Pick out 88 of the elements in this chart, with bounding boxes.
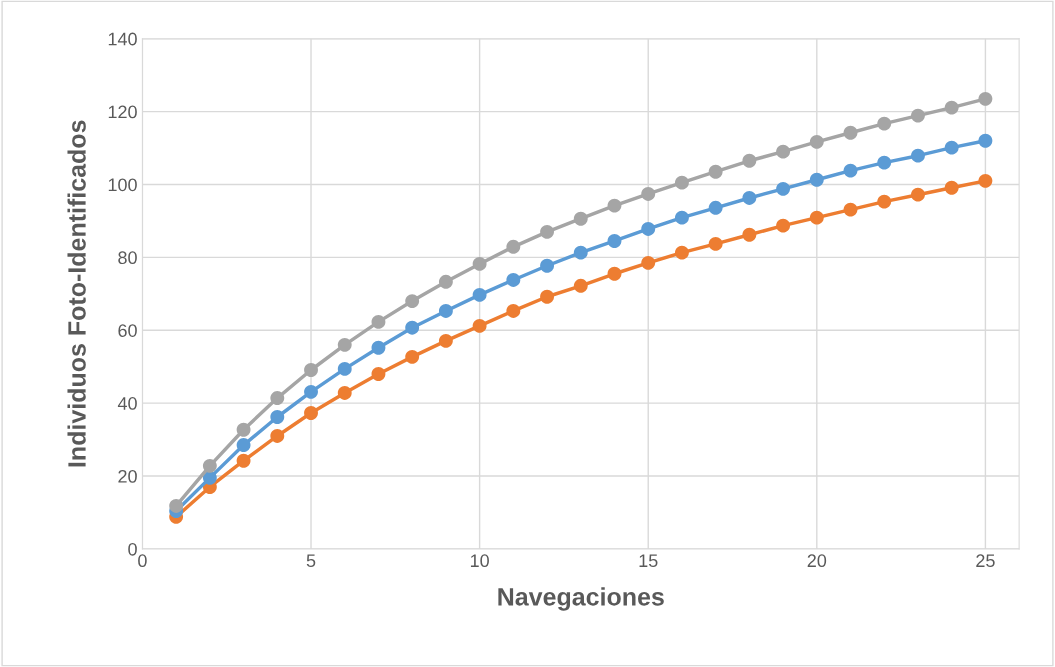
point [708, 164, 723, 179]
point [540, 224, 554, 239]
point [843, 163, 858, 178]
x-tick-label: 25 [976, 554, 995, 568]
point [674, 245, 689, 260]
point [405, 320, 420, 335]
point [776, 144, 791, 159]
point [506, 304, 521, 318]
point [438, 304, 453, 318]
point [944, 100, 959, 115]
point [809, 210, 824, 225]
point [540, 289, 554, 304]
y-tick-label: 0 [128, 542, 137, 556]
point [877, 155, 892, 170]
point [877, 194, 892, 209]
point [708, 200, 723, 215]
point [472, 287, 487, 302]
point [911, 148, 925, 163]
point [540, 258, 554, 273]
point [573, 211, 588, 226]
point [304, 363, 318, 377]
point [236, 453, 251, 468]
point [944, 180, 959, 195]
point [978, 173, 993, 188]
point [742, 191, 757, 205]
point [506, 239, 521, 254]
point [169, 498, 184, 513]
point [843, 202, 858, 217]
point [742, 227, 757, 242]
point [843, 125, 858, 140]
point [944, 140, 959, 155]
x-tick-label: 20 [807, 554, 827, 568]
point [270, 429, 285, 443]
point [236, 438, 251, 453]
point [337, 337, 352, 352]
point [371, 314, 386, 329]
point [371, 367, 386, 381]
point [674, 210, 689, 225]
x-tick-label: 0 [138, 554, 147, 568]
point [202, 458, 217, 473]
y-tick-label: 100 [108, 178, 137, 192]
y-tick-label: 80 [118, 251, 137, 265]
y-tick-label: 60 [118, 324, 137, 337]
point [978, 133, 993, 148]
point [978, 91, 993, 106]
point [371, 340, 386, 355]
point [708, 236, 723, 251]
point [337, 386, 352, 400]
point [742, 153, 757, 168]
point [472, 256, 487, 271]
point [270, 391, 285, 405]
point [270, 410, 285, 424]
point [641, 187, 656, 201]
point [911, 187, 925, 202]
point [337, 361, 352, 376]
y-tick-label: 140 [108, 32, 137, 46]
point [641, 221, 656, 236]
point [809, 134, 824, 149]
y-tick-label: 20 [118, 469, 137, 483]
point [776, 181, 791, 196]
point [573, 278, 588, 293]
point [438, 274, 453, 289]
point [776, 218, 791, 233]
x-tick-label: 10 [470, 554, 489, 568]
point [607, 198, 622, 213]
point [809, 172, 824, 187]
point [304, 384, 318, 399]
point [438, 333, 453, 348]
point [573, 245, 588, 260]
point [202, 470, 217, 485]
x-axis-title: Navegaciones [498, 587, 664, 611]
x-tick-label: 5 [306, 554, 316, 568]
point [607, 266, 622, 281]
point [674, 175, 689, 190]
point [877, 116, 892, 131]
point [506, 273, 521, 287]
point [472, 318, 487, 333]
y-tick-label: 40 [117, 397, 137, 410]
point [304, 406, 318, 420]
point [641, 255, 656, 270]
point [607, 234, 622, 248]
y-tick-label: 120 [108, 105, 137, 119]
point [236, 422, 251, 437]
y-axis-title: Individuos Foto-Identificados [67, 120, 86, 467]
point [405, 294, 420, 309]
x-tick-label: 15 [639, 554, 658, 568]
point [911, 108, 925, 123]
point [405, 349, 420, 364]
